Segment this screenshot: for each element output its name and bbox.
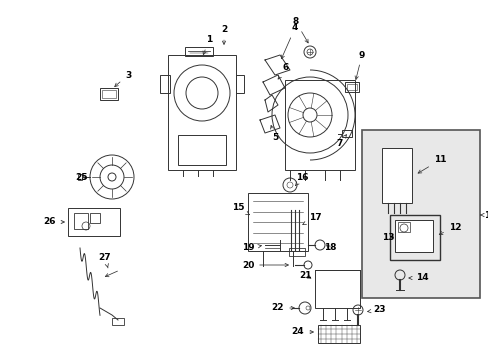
Text: 24: 24 [291, 328, 313, 337]
Text: 26: 26 [43, 217, 64, 226]
Bar [78, 174, 82, 180]
Text: 12: 12 [438, 222, 460, 234]
Bar [112, 318, 124, 325]
Bar [247, 193, 307, 251]
Text: 27: 27 [99, 253, 111, 268]
Text: 8: 8 [292, 18, 307, 43]
Text: 9: 9 [354, 50, 365, 80]
Bar [285, 80, 354, 170]
Text: 13: 13 [381, 233, 393, 242]
Bar [317, 325, 359, 343]
Text: 14: 14 [408, 274, 427, 283]
Bar [381, 148, 411, 203]
Text: 1: 1 [203, 36, 212, 55]
Text: 15: 15 [231, 203, 249, 215]
Bar [389, 215, 439, 260]
Bar [236, 75, 244, 93]
Bar [361, 130, 479, 298]
Text: 11: 11 [417, 156, 446, 173]
Text: 17: 17 [302, 213, 321, 225]
Bar [100, 88, 118, 100]
Bar [394, 220, 432, 252]
Bar [288, 248, 305, 256]
Text: 5: 5 [270, 126, 278, 143]
Bar [168, 55, 236, 170]
Text: 7: 7 [336, 135, 346, 148]
Text: 4: 4 [281, 23, 298, 59]
Text: 19: 19 [241, 243, 261, 252]
Text: 10: 10 [480, 211, 488, 220]
Bar [90, 213, 100, 223]
Text: 6: 6 [278, 63, 288, 79]
Bar [314, 270, 359, 308]
Text: 16: 16 [295, 174, 307, 185]
Bar [346, 84, 356, 90]
Text: 21: 21 [298, 270, 311, 279]
Bar [345, 82, 358, 92]
Text: 25: 25 [76, 174, 88, 183]
Bar [102, 90, 116, 98]
Text: 20: 20 [242, 261, 288, 270]
Text: 22: 22 [271, 303, 294, 312]
Text: 3: 3 [115, 71, 131, 87]
Bar [160, 75, 170, 93]
Bar [178, 135, 225, 165]
Bar [74, 213, 88, 229]
Text: 2: 2 [221, 26, 226, 44]
Bar [397, 222, 409, 232]
Bar [341, 130, 351, 137]
Text: 18: 18 [323, 243, 336, 252]
Bar [184, 47, 213, 56]
Bar [68, 208, 120, 236]
Text: 23: 23 [367, 306, 386, 315]
